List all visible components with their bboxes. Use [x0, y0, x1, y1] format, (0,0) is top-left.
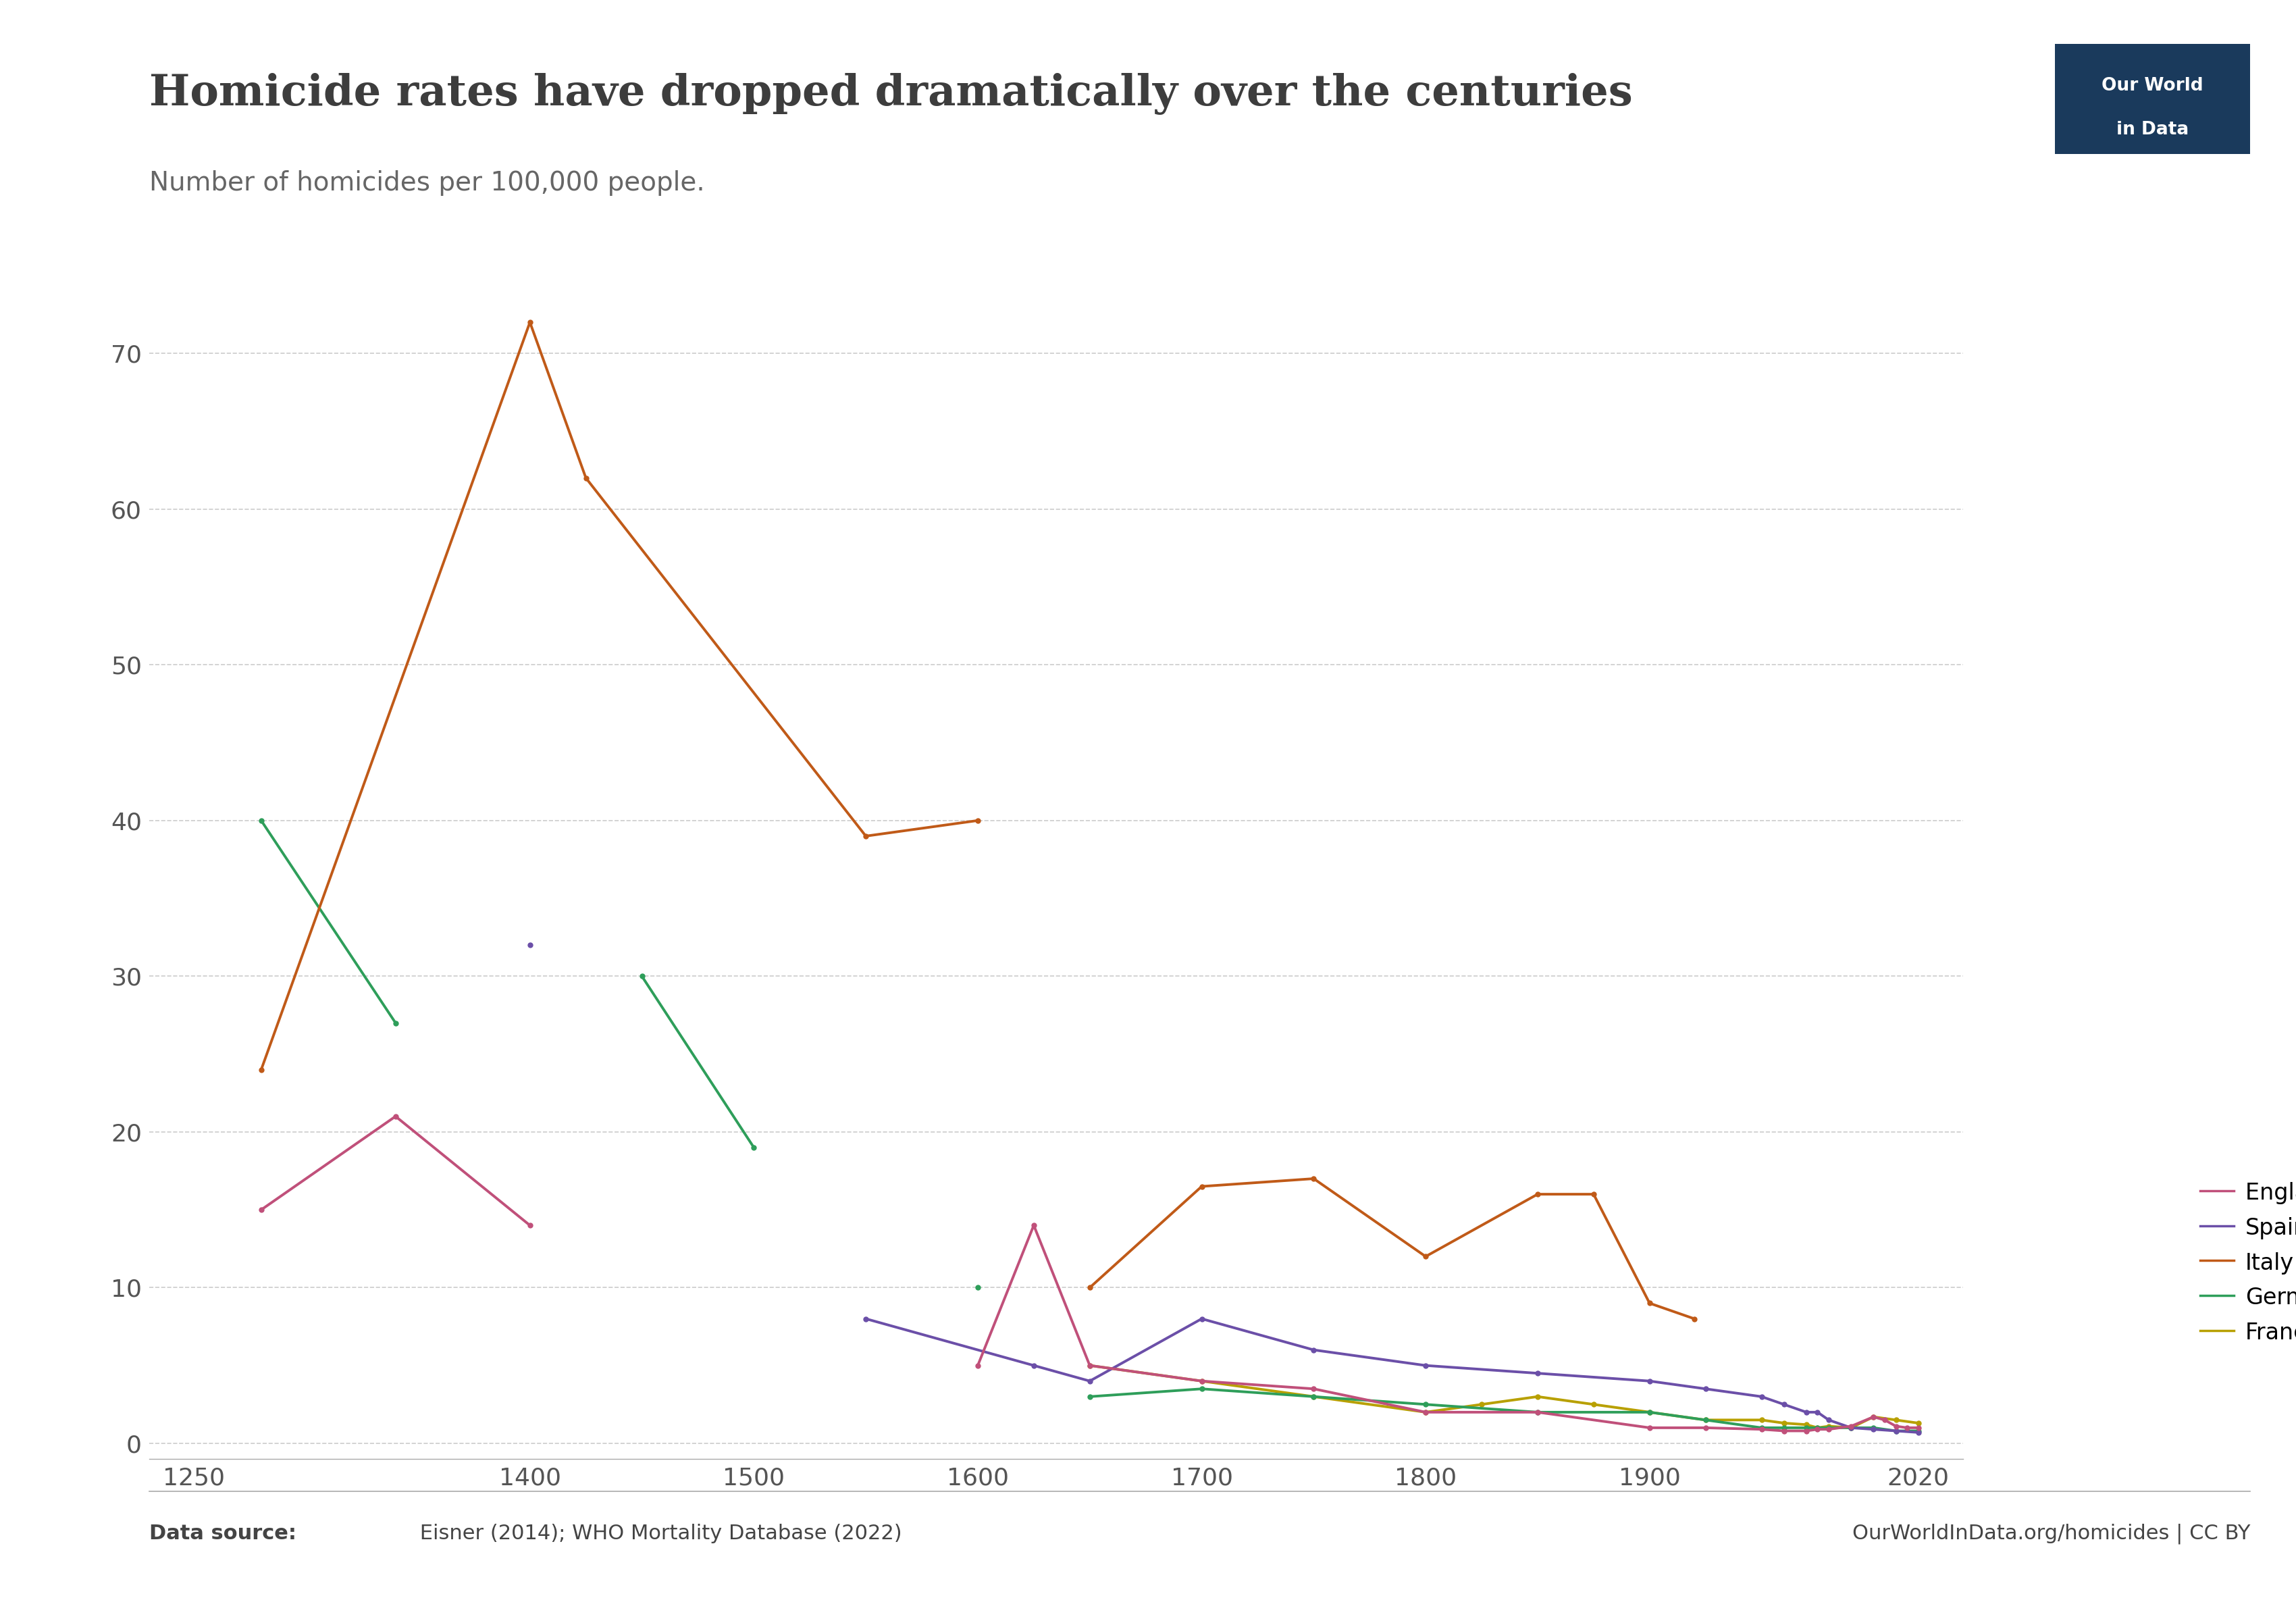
France	[1793, 1415, 1821, 1435]
France	[1747, 1410, 1775, 1430]
Line: Italy: Italy	[259, 319, 980, 1071]
France	[1692, 1410, 1720, 1430]
France	[1412, 1402, 1440, 1422]
England and Wales	[248, 1200, 276, 1219]
France	[1635, 1402, 1662, 1422]
Germany	[381, 1013, 409, 1033]
Italy	[964, 810, 992, 830]
France	[1300, 1388, 1327, 1407]
France	[1525, 1388, 1552, 1407]
France	[1814, 1417, 1841, 1436]
France	[1580, 1394, 1607, 1414]
Line: Germany: Germany	[259, 819, 397, 1024]
Line: England and Wales: England and Wales	[259, 1114, 533, 1227]
Text: OurWorldInData.org/homicides | CC BY: OurWorldInData.org/homicides | CC BY	[1853, 1524, 2250, 1545]
France	[1860, 1407, 1887, 1426]
England and Wales	[517, 1216, 544, 1235]
Italy	[248, 1060, 276, 1080]
Text: Homicide rates have dropped dramatically over the centuries: Homicide rates have dropped dramatically…	[149, 73, 1632, 115]
Legend: England and Wales, Spain, Italy, Germany, France: England and Wales, Spain, Italy, Germany…	[2190, 1174, 2296, 1354]
Italy	[517, 313, 544, 332]
Text: Eisner (2014); WHO Mortality Database (2022): Eisner (2014); WHO Mortality Database (2…	[413, 1524, 902, 1543]
Germany	[248, 810, 276, 830]
Text: in Data: in Data	[2117, 122, 2188, 138]
France	[1805, 1418, 1832, 1438]
Italy	[572, 468, 599, 488]
Text: Data source:: Data source:	[149, 1524, 296, 1543]
Text: Number of homicides per 100,000 people.: Number of homicides per 100,000 people.	[149, 170, 705, 196]
France	[1187, 1371, 1215, 1391]
Text: Our World: Our World	[2101, 76, 2204, 94]
Line: France: France	[1088, 1363, 1922, 1430]
France	[1077, 1355, 1104, 1375]
Italy	[852, 827, 879, 846]
France	[1883, 1410, 1910, 1430]
France	[1770, 1414, 1798, 1433]
England and Wales	[381, 1107, 409, 1127]
France	[1467, 1394, 1495, 1414]
France	[1837, 1418, 1864, 1438]
France	[1903, 1414, 1931, 1433]
